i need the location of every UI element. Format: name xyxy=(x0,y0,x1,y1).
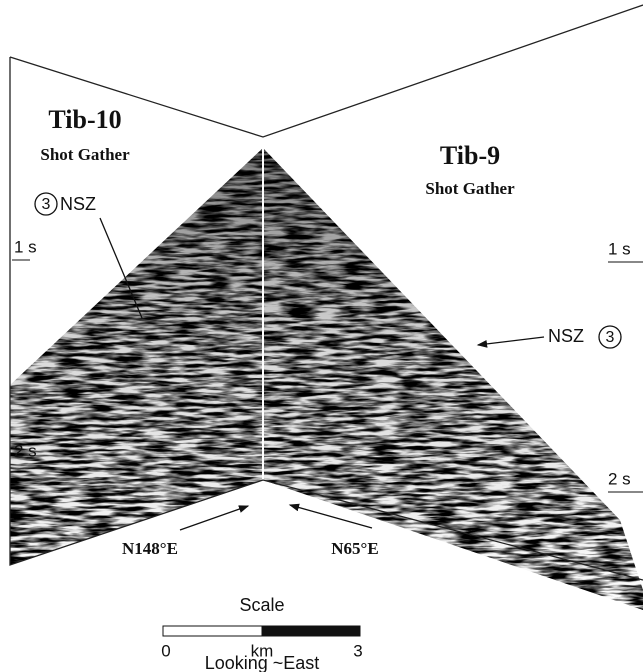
left-title: Tib-10 xyxy=(48,105,121,134)
scale-label: 0 xyxy=(161,641,170,660)
seismic-data xyxy=(0,130,643,620)
caption: Looking ~East xyxy=(205,653,320,672)
figure: Tib-10 Shot Gather Tib-9 Shot Gather 1 s… xyxy=(0,0,643,672)
left-subtitle: Shot Gather xyxy=(40,145,130,164)
scale-title: Scale xyxy=(239,595,284,615)
time-label: 1 s xyxy=(14,237,37,256)
marker: 3 xyxy=(42,196,51,213)
annotation: NSZ xyxy=(548,326,584,346)
azimuth: N65°E xyxy=(331,539,378,558)
scale-bar xyxy=(262,626,360,636)
azimuth: N148°E xyxy=(122,539,178,558)
arrow xyxy=(180,506,248,530)
scale-label: 3 xyxy=(353,641,362,660)
leader xyxy=(478,337,544,345)
right-subtitle: Shot Gather xyxy=(425,179,515,198)
right-title: Tib-9 xyxy=(440,141,500,170)
time-label: 1 s xyxy=(608,239,631,258)
time-label: 2 s xyxy=(14,441,37,460)
time-label: 2 s xyxy=(608,469,631,488)
marker: 3 xyxy=(606,329,615,346)
annotation: NSZ xyxy=(60,194,96,214)
scale-bar xyxy=(163,626,262,636)
